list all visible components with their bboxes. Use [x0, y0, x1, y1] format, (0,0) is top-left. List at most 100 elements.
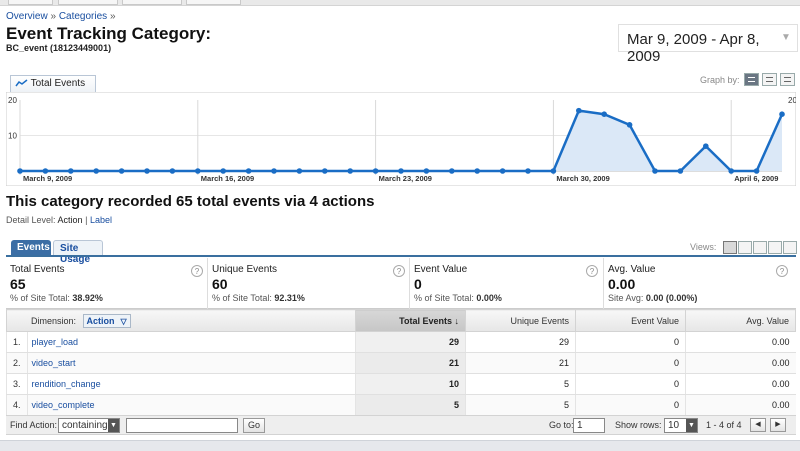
cell-avg-value: 0.00 [685, 394, 796, 416]
chevron-down-icon: ▽ [120, 316, 127, 326]
data-point [42, 168, 49, 174]
toolbar-button-4[interactable] [186, 0, 241, 5]
next-page-button[interactable]: ▶ [770, 418, 786, 432]
comparison-view-icon[interactable] [768, 241, 782, 254]
breadcrumb-separator: » [109, 11, 116, 22]
cell-unique-events: 29 [465, 331, 576, 353]
cell-total-events: 5 [355, 394, 466, 416]
column-header-avg-value[interactable]: Avg. Value [685, 309, 796, 332]
date-range-picker[interactable]: Mar 9, 2009 - Apr 8, 2009 ▼ [618, 24, 798, 65]
tab-site-usage[interactable]: Site Usage [53, 240, 103, 265]
help-icon[interactable]: ? [776, 265, 788, 277]
cell-event-value: 0 [575, 373, 686, 395]
detail-level: Detail Level: Action | Label [6, 215, 112, 225]
breadcrumb-categories[interactable]: Categories [58, 11, 108, 22]
detail-level-sep: | [85, 215, 88, 225]
prev-page-button[interactable]: ◀ [750, 418, 766, 432]
performance-view-icon[interactable] [753, 241, 767, 254]
table-row: 1. player_load 29 29 0 0.00 [6, 331, 796, 353]
data-point [372, 168, 379, 174]
scorecards: Total Events 65 % of Site Total: 38.92% … [6, 258, 796, 309]
scorecard-label: Total Events [10, 264, 65, 275]
metric-selector-label: Total Events [30, 78, 86, 89]
dimension-selector[interactable]: Action ▽ [82, 313, 131, 328]
data-point [753, 168, 760, 174]
x-tick-label: March 9, 2009 [23, 174, 72, 183]
week-icon [766, 77, 773, 82]
cell-unique-events: 5 [465, 394, 576, 416]
graph-by-day-button[interactable] [744, 73, 759, 86]
row-index: 2. [6, 352, 28, 374]
show-rows-select[interactable]: 10 ▼ [664, 418, 698, 433]
pie-view-icon[interactable] [738, 241, 752, 254]
pagination-range: 1 - 4 of 4 [706, 420, 742, 430]
data-point [703, 143, 709, 149]
column-header-unique-events[interactable]: Unique Events [465, 309, 576, 332]
data-point [118, 168, 125, 174]
day-icon [748, 77, 755, 82]
toolbar-button-2[interactable] [58, 0, 118, 5]
toolbar-button-1[interactable] [8, 0, 53, 5]
bottom-bar [0, 440, 800, 451]
events-chart: 20 10 20 March 9, 2009 March 16, 2009 March 2… [6, 92, 796, 186]
row-action-link[interactable]: video_start [26, 352, 356, 374]
help-icon[interactable]: ? [191, 265, 203, 277]
find-mode-select[interactable]: containing ▼ [58, 418, 120, 433]
data-point [195, 168, 201, 174]
table-header-row: Dimension: Action ▽ Total Events ↓ Unique… [6, 309, 796, 332]
cell-avg-value: 0.00 [685, 352, 796, 374]
graph-by-month-button[interactable] [780, 73, 795, 86]
data-point [296, 168, 303, 174]
row-action-link[interactable]: video_complete [26, 394, 356, 416]
table-view-icon[interactable] [723, 241, 737, 254]
chevron-down-icon[interactable]: ▼ [781, 32, 791, 43]
cell-event-value: 0 [575, 331, 686, 353]
breadcrumb-overview[interactable]: Overview [6, 11, 48, 22]
data-point [17, 168, 23, 174]
chevron-down-icon: ▼ [108, 419, 119, 432]
row-action-link[interactable]: rendition_change [26, 373, 356, 395]
scorecard-value: 60 [212, 276, 228, 292]
column-header-total-events[interactable]: Total Events ↓ [355, 309, 466, 332]
table-row: 2. video_start 21 21 0 0.00 [6, 352, 796, 374]
views-label: Views: [690, 242, 717, 252]
find-action-input[interactable] [126, 418, 238, 433]
help-icon[interactable]: ? [393, 265, 405, 277]
cell-avg-value: 0.00 [685, 373, 796, 395]
data-point [68, 168, 74, 174]
scorecard-avg-value: Avg. Value 0.00 Site Avg: 0.00 (0.00%) ? [604, 258, 796, 309]
data-point [652, 168, 658, 174]
help-icon[interactable]: ? [586, 265, 598, 277]
sort-down-icon: ↓ [454, 315, 460, 326]
data-point [499, 168, 506, 174]
data-point [601, 111, 607, 117]
breadcrumb: Overview » Categories » [6, 11, 116, 22]
row-action-link[interactable]: player_load [26, 331, 356, 353]
tab-events[interactable]: Events [11, 240, 51, 256]
scorecard-value: 65 [10, 276, 26, 292]
data-table: Dimension: Action ▽ Total Events ↓ Unique… [6, 309, 796, 416]
top-toolbar [0, 0, 800, 6]
data-point [728, 168, 734, 174]
column-header-event-value[interactable]: Event Value [575, 309, 686, 332]
row-index: 1. [6, 331, 28, 353]
data-point [474, 168, 481, 174]
detail-level-label-link[interactable]: Label [89, 215, 112, 225]
scorecard-subtext: Site Avg: 0.00 (0.00%) [608, 293, 698, 303]
toolbar-button-3[interactable] [122, 0, 182, 5]
table-row: 4. video_complete 5 5 0 0.00 [6, 394, 796, 416]
detail-level-current: Action [57, 215, 83, 225]
metric-selector[interactable]: Total Events ▼ [10, 75, 96, 99]
cell-event-value: 0 [575, 394, 686, 416]
find-go-button[interactable]: Go [243, 418, 265, 433]
x-tick-label: March 16, 2009 [201, 174, 254, 183]
data-point [550, 168, 557, 174]
graph-by-label: Graph by: [700, 75, 740, 85]
cell-total-events: 29 [355, 331, 466, 353]
goto-input[interactable]: 1 [573, 418, 605, 433]
date-range-label: Mar 9, 2009 - Apr 8, 2009 [627, 31, 760, 65]
cell-unique-events: 5 [465, 373, 576, 395]
pivot-view-icon[interactable] [783, 241, 797, 254]
data-point [220, 168, 226, 174]
graph-by-week-button[interactable] [762, 73, 777, 86]
